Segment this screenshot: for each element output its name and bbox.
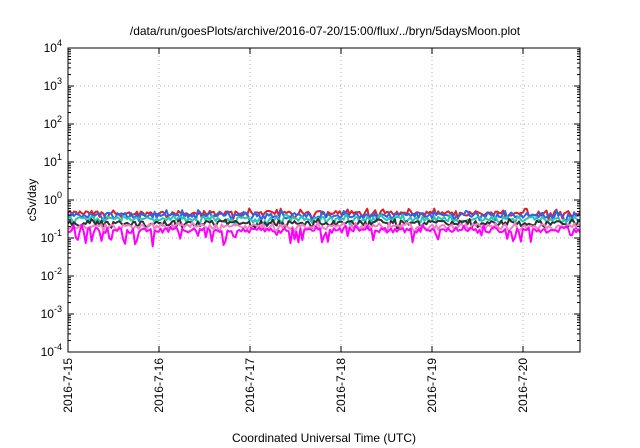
y-tick-label: 103 <box>44 76 62 93</box>
y-tick-label: 102 <box>44 114 62 131</box>
y-tick-label: 10-4 <box>41 342 62 359</box>
chart-title: /data/run/goesPlots/archive/2016-07-20/1… <box>130 24 521 38</box>
y-ticks: 10-4 10-3 10-2 10-1 100 101 102 103 104 <box>41 38 580 359</box>
y-tick-label: 100 <box>44 190 62 207</box>
y-tick-label: 10-2 <box>41 266 62 283</box>
x-tick-label: 2016-7-19 <box>425 358 439 413</box>
y-tick-label: 101 <box>44 152 62 169</box>
x-axis-label: Coordinated Universal Time (UTC) <box>232 431 416 445</box>
y-axis-label: cSv/day <box>25 179 39 222</box>
y-tick-label: 10-3 <box>41 304 62 321</box>
x-tick-label: 2016-7-20 <box>516 358 530 413</box>
gridlines <box>68 48 580 352</box>
series-line <box>68 224 581 248</box>
series-line <box>67 221 581 234</box>
x-tick-label: 2016-7-15 <box>61 358 75 413</box>
x-tick-label: 2016-7-18 <box>334 358 348 413</box>
y-tick-label: 104 <box>44 38 62 55</box>
x-tick-label: 2016-7-16 <box>152 358 166 413</box>
x-tick-label: 2016-7-17 <box>243 358 257 413</box>
series-line <box>67 213 581 226</box>
y-tick-label: 10-1 <box>41 228 62 245</box>
x-ticks: 2016-7-15 2016-7-16 2016-7-17 2016-7-18 2016… <box>61 48 530 413</box>
series-lines <box>67 207 581 248</box>
